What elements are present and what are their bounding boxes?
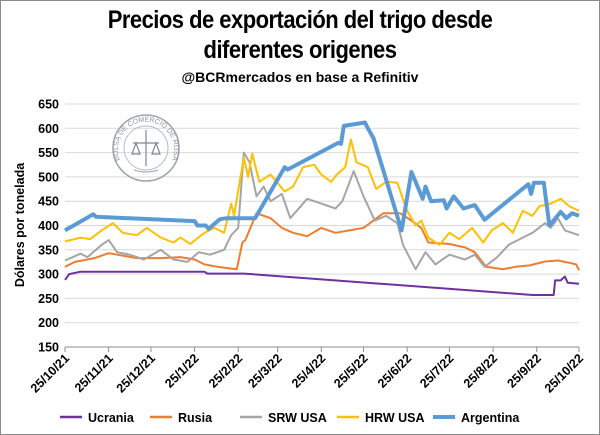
x-tick-label: 25/4/22 <box>289 351 328 390</box>
x-tick-label: 25/10/22 <box>542 351 586 395</box>
chart-title-line-1: Precios de exportación del trigo desde <box>107 6 493 34</box>
legend-label: SRW USA <box>268 411 327 425</box>
svg-text:BOLSA DE COMERCIO DE ROSARIO: BOLSA DE COMERCIO DE ROSARIO <box>0 0 179 162</box>
series-line-ucrania <box>64 270 580 296</box>
series-line-argentina <box>64 120 580 233</box>
y-tick-label: 600 <box>38 122 59 136</box>
x-tick-label: 25/5/22 <box>331 351 370 390</box>
y-tick-label: 150 <box>38 341 59 355</box>
x-tick-label: 25/1/22 <box>162 351 201 390</box>
y-tick-label: 300 <box>38 268 59 282</box>
legend-label: Argentina <box>461 411 520 425</box>
y-tick-label: 200 <box>38 316 59 330</box>
legend-label: Rusia <box>178 411 213 425</box>
y-tick-label: 400 <box>38 219 59 233</box>
legend-label: HRW USA <box>365 411 425 425</box>
y-tick-label: 650 <box>38 98 59 112</box>
y-tick-label: 350 <box>38 243 59 257</box>
x-tick-label: 25/12/21 <box>114 351 158 395</box>
y-tick-label: 250 <box>38 292 59 306</box>
bcr-seal-logo: BOLSA DE COMERCIO DE ROSARIO <box>0 0 180 182</box>
chart-title-line-2: diferentes origenes <box>203 36 397 64</box>
series-line-rusia <box>64 212 580 271</box>
x-tick-label: 25/11/21 <box>72 351 116 395</box>
x-tick-label: 25/8/22 <box>461 351 500 390</box>
series-line-hrw-usa <box>64 138 580 246</box>
x-tick-label: 25/7/22 <box>417 351 456 390</box>
x-tick-label: 25/9/22 <box>504 351 543 390</box>
chart-subtitle: @BCRmercados en base a Refinitiv <box>181 69 419 85</box>
x-tick-label: 25/2/22 <box>206 351 245 390</box>
x-tick-label: 25/3/22 <box>245 351 284 390</box>
x-tick-label: 25/6/22 <box>375 351 414 390</box>
y-axis-label: Dólares por tonelada <box>13 162 27 287</box>
x-tick-label: 25/10/21 <box>28 351 72 395</box>
legend-label: Ucrania <box>88 411 135 425</box>
y-tick-label: 450 <box>38 195 59 209</box>
y-tick-label: 550 <box>38 146 59 160</box>
series-line-srw-usa <box>64 151 580 271</box>
y-tick-label: 500 <box>38 170 59 184</box>
